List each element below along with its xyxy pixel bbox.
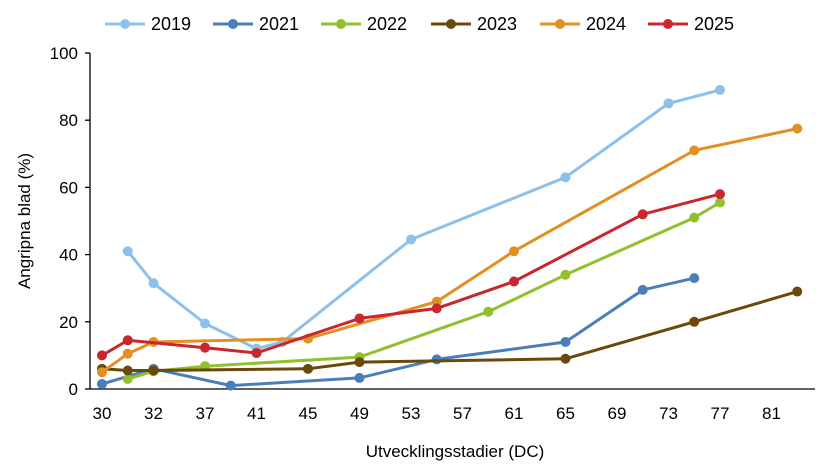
x-axis-title: Utvecklingsstadier (DC): [366, 442, 545, 461]
data-point: [689, 145, 700, 156]
x-tick-label: 81: [762, 404, 781, 423]
data-point: [689, 273, 700, 284]
x-tick-label: 57: [453, 404, 472, 423]
x-tick-label: 41: [247, 404, 266, 423]
data-point: [148, 278, 159, 289]
legend-item-2024: 2024: [540, 14, 626, 34]
data-point: [637, 284, 648, 295]
series-2022: [122, 197, 725, 384]
data-point: [792, 123, 803, 134]
legend-marker: [336, 19, 346, 29]
legend-marker: [555, 19, 565, 29]
data-point: [509, 246, 519, 257]
legend-marker: [228, 19, 238, 29]
series-line: [101, 192, 721, 357]
x-tick-label: 77: [711, 404, 730, 423]
data-point: [792, 286, 803, 297]
x-tick-label: 65: [556, 404, 575, 423]
data-point: [689, 316, 700, 327]
y-tick-label: 100: [50, 44, 78, 63]
data-point: [148, 365, 159, 376]
data-point: [122, 348, 133, 359]
data-point: [560, 269, 571, 280]
legend-item-2025: 2025: [648, 14, 734, 34]
data-point: [354, 372, 365, 383]
y-tick-label: 40: [59, 246, 78, 265]
x-tick-label: 53: [402, 404, 421, 423]
data-point: [122, 365, 133, 376]
legend: 2019 2021 2022 2023 2024 2025: [105, 14, 734, 34]
legend-label: 2019: [151, 14, 191, 34]
legend-item-2019: 2019: [105, 14, 191, 34]
data-point: [560, 353, 571, 364]
data-point: [97, 350, 107, 361]
data-point: [715, 197, 725, 208]
data-point: [225, 380, 236, 391]
legend-marker: [446, 19, 456, 29]
data-point: [354, 313, 365, 324]
data-point: [689, 212, 700, 223]
data-point: [122, 246, 133, 257]
data-point: [200, 342, 210, 353]
legend-item-2023: 2023: [431, 14, 517, 34]
y-tick-label: 60: [59, 178, 78, 197]
data-point: [715, 189, 725, 200]
x-tick-label: 61: [505, 404, 524, 423]
data-point: [303, 363, 313, 374]
x-tick-label: 49: [350, 404, 369, 423]
legend-label: 2023: [477, 14, 517, 34]
data-point: [560, 336, 571, 347]
legend-marker: [120, 19, 130, 29]
legend-label: 2022: [367, 14, 407, 34]
data-point: [354, 357, 365, 368]
series-2021: [97, 273, 700, 391]
y-tick-label: 0: [69, 380, 78, 399]
data-point: [560, 172, 571, 183]
x-tick-label: 30: [93, 404, 112, 423]
series-2024: [97, 123, 803, 378]
series-2025: [97, 189, 725, 361]
y-axis-title: Angripna blad (%): [15, 153, 34, 289]
legend-item-2021: 2021: [213, 14, 299, 34]
x-tick-label: 37: [196, 404, 215, 423]
data-point: [663, 98, 674, 109]
series-layer: [97, 84, 803, 391]
data-point: [431, 303, 442, 314]
data-point: [97, 367, 107, 378]
x-tick-label: 45: [299, 404, 318, 423]
legend-label: 2025: [694, 14, 734, 34]
legend-item-2022: 2022: [321, 14, 407, 34]
data-point: [97, 378, 107, 389]
data-point: [406, 234, 416, 245]
data-point: [122, 335, 133, 346]
y-tick-label: 80: [59, 111, 78, 130]
data-point: [200, 318, 210, 329]
legend-label: 2021: [259, 14, 299, 34]
data-point: [122, 373, 133, 384]
y-tick-label: 20: [59, 313, 78, 332]
x-tick-label: 32: [144, 404, 163, 423]
axes: 0 20 40 60 80 100 30 32 37 41 45 49 53 57 61 65 69 73 77 81: [50, 44, 815, 423]
series-line: [101, 127, 798, 374]
data-point: [251, 348, 262, 359]
data-point: [715, 84, 725, 95]
x-tick-label: 69: [608, 404, 627, 423]
series-line: [127, 201, 721, 381]
x-tick-label: 73: [659, 404, 678, 423]
data-point: [509, 276, 519, 287]
data-point: [637, 209, 648, 220]
legend-marker: [663, 19, 673, 29]
data-point: [483, 306, 494, 317]
legend-label: 2024: [586, 14, 626, 34]
